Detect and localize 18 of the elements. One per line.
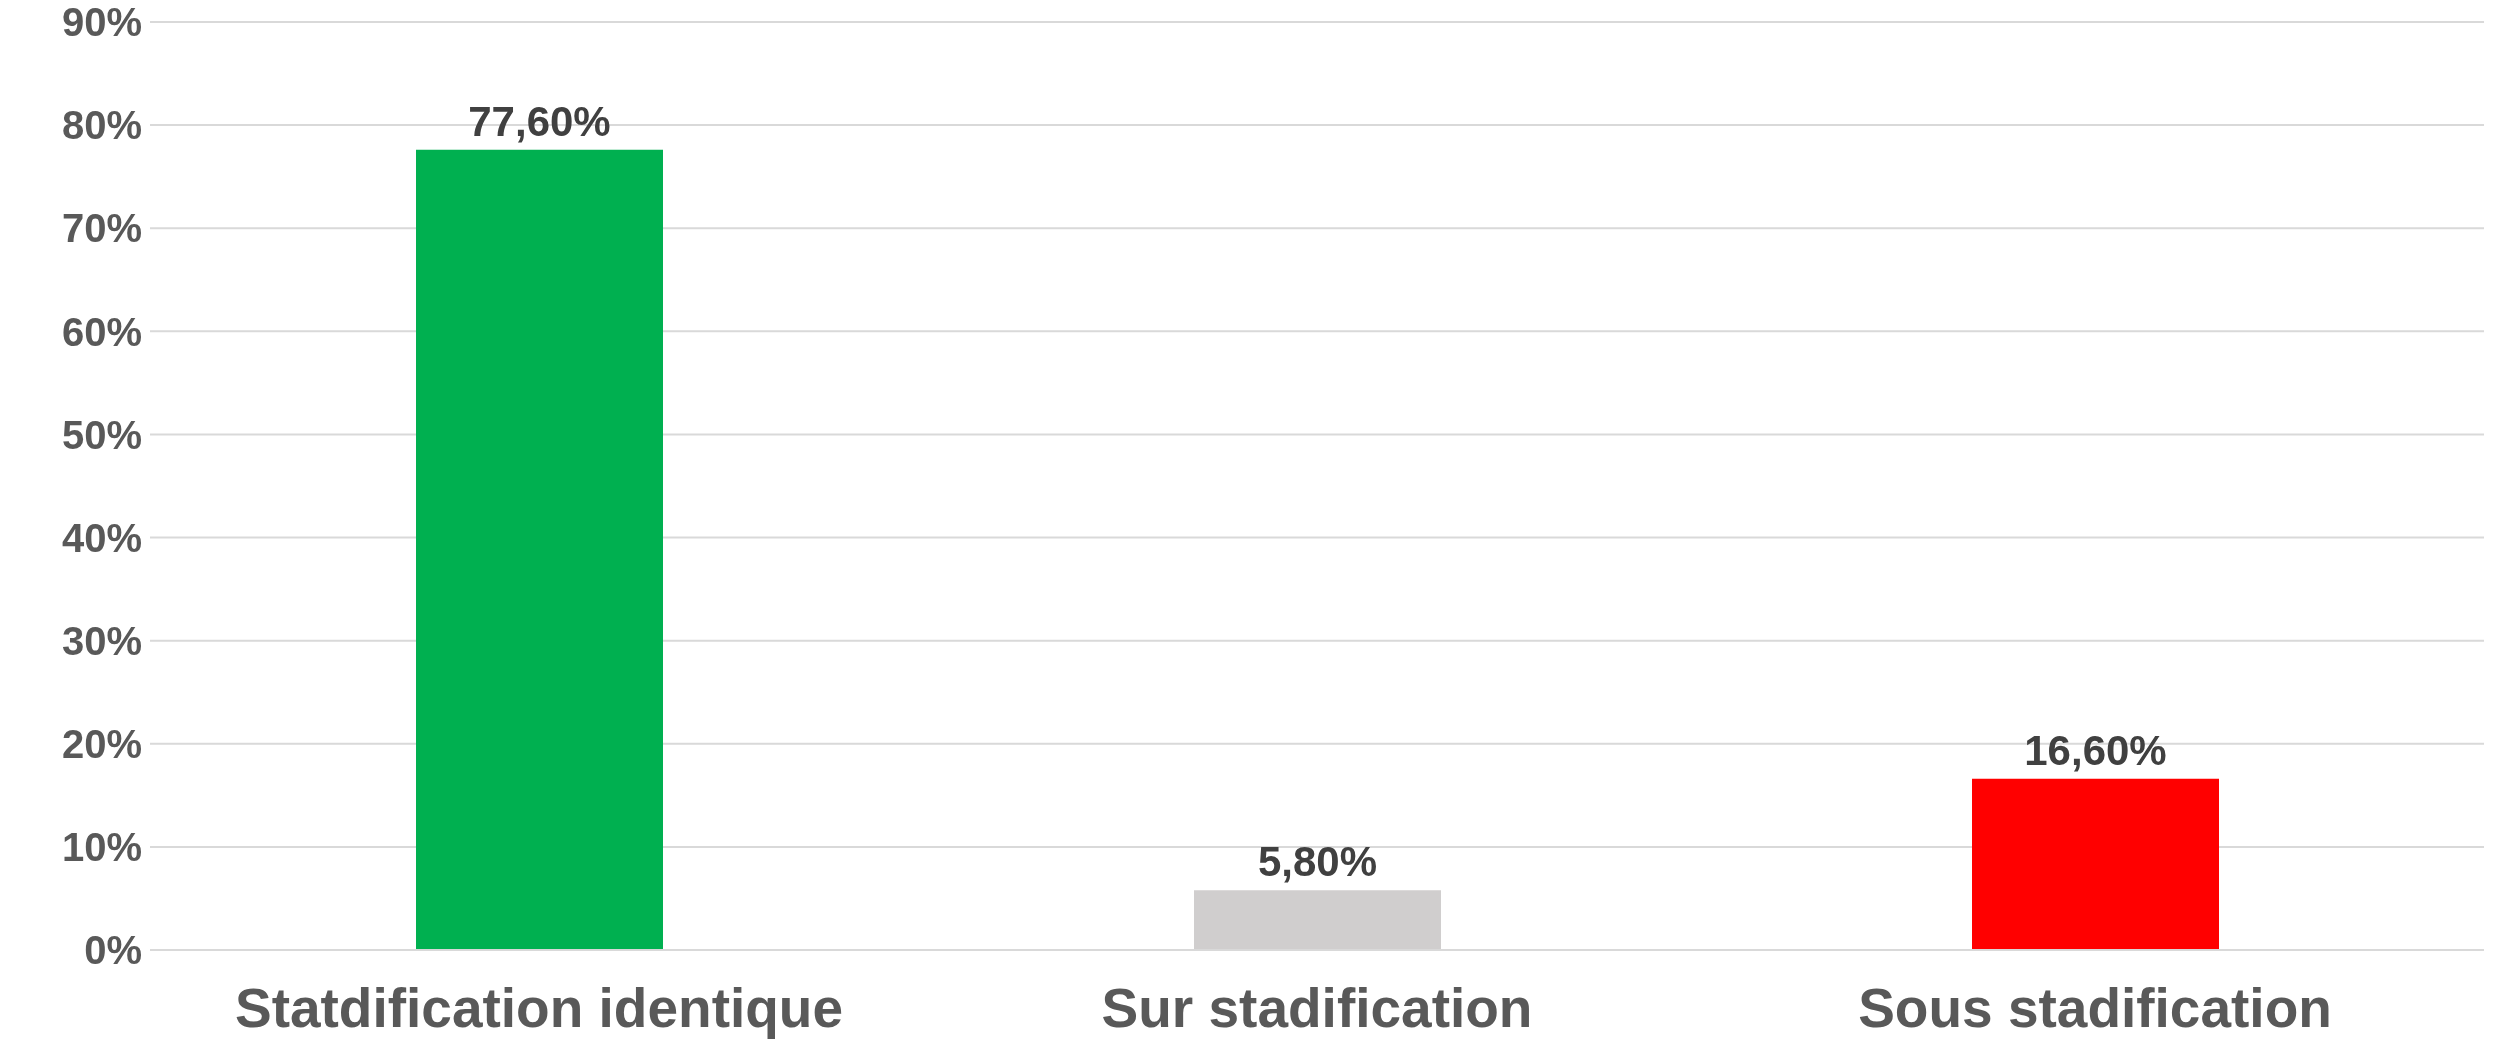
- y-tick-label: 90%: [61, 0, 142, 45]
- y-tick-label: 0%: [84, 928, 142, 973]
- x-tick-label: Statdification identique: [234, 977, 844, 1040]
- y-tick-label: 10%: [61, 825, 142, 870]
- bar: [416, 149, 663, 950]
- data-label: 77,60%: [468, 97, 611, 145]
- data-label: 5,80%: [1257, 838, 1378, 886]
- data-label: 16,60%: [2024, 726, 2167, 774]
- y-tick-label: 80%: [61, 103, 142, 148]
- y-tick-label: 20%: [61, 721, 142, 766]
- y-tick-label: 40%: [61, 515, 142, 560]
- y-tick-label: 50%: [61, 412, 142, 457]
- y-tick-label: 30%: [61, 618, 142, 663]
- x-tick-label: Sous stadification: [1858, 977, 2332, 1040]
- bar: [1972, 778, 2219, 950]
- x-tick-label: Sur stadification: [1101, 977, 1533, 1040]
- y-tick-label: 70%: [61, 206, 142, 251]
- y-tick-label: 60%: [61, 309, 142, 354]
